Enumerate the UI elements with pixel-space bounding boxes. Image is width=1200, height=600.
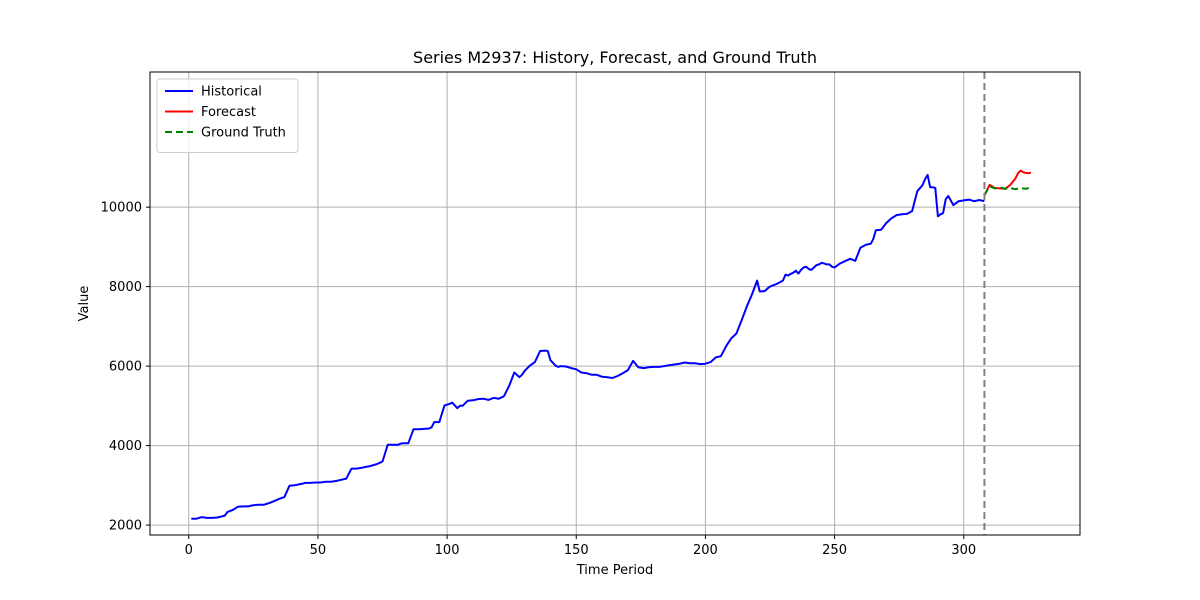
- y-tick-label: 2000: [109, 519, 142, 534]
- y-tick-label: 6000: [109, 360, 142, 375]
- series-lines: [191, 169, 1032, 520]
- x-tick-label: 150: [564, 543, 589, 558]
- y-tick-label: 4000: [109, 439, 142, 454]
- legend: Historical Forecast Ground Truth: [156, 78, 299, 153]
- x-tick-label: 50: [310, 543, 327, 558]
- x-tick-label: 100: [435, 543, 460, 558]
- x-axis-label: Time Period: [576, 563, 653, 578]
- x-axis-ticks: 0 50 100 150 200 250 300: [185, 535, 976, 558]
- ground-truth-series-line: [983, 185, 1032, 196]
- x-tick-label: 300: [951, 543, 976, 558]
- y-axis-label: Value: [77, 286, 92, 322]
- plot-area: [149, 71, 1081, 536]
- legend-entries: Historical Forecast Ground Truth: [165, 85, 286, 141]
- grid: [150, 72, 1080, 535]
- legend-label: Ground Truth: [201, 126, 286, 141]
- legend-label: Forecast: [201, 105, 256, 120]
- x-tick-label: 200: [693, 543, 718, 558]
- y-axis-ticks: 2000 4000 6000 8000 10000: [101, 201, 150, 534]
- y-tick-label: 8000: [109, 280, 142, 295]
- legend-label: Historical: [201, 85, 262, 100]
- historical-series-line: [191, 173, 985, 520]
- chart-title: Series M2937: History, Forecast, and Gro…: [413, 48, 817, 67]
- x-tick-label: 0: [185, 543, 193, 558]
- forecast-series-line: [983, 169, 1032, 196]
- x-tick-label: 250: [822, 543, 847, 558]
- legend-box: [156, 78, 299, 153]
- y-tick-label: 10000: [101, 201, 142, 216]
